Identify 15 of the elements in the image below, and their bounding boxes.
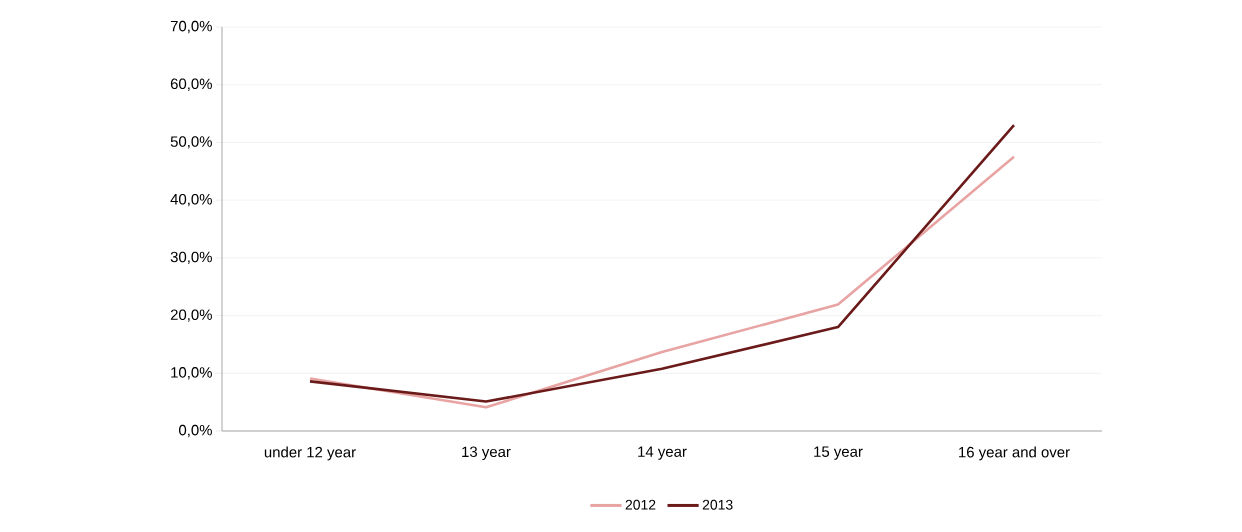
y-tick-label: 60,0% [170,78,212,91]
legend-label: 2013 [702,499,733,510]
y-tick-label: 50,0% [170,136,212,149]
y-tick-label: 70,0% [170,20,212,34]
x-tick-label: 13 year [462,446,511,460]
x-tick-label: 15 year [814,446,863,460]
y-tick-label: 10,0% [171,367,212,380]
legend-label: 2012 [625,499,656,510]
x-tick-label: 16 year and over [959,446,1070,461]
y-tick-label: 40,0% [170,193,212,207]
y-tick-label: 0,0% [179,424,212,438]
y-tick-label: 30,0% [170,251,212,265]
y-tick-label: 20,0% [170,309,212,322]
x-tick-label: 14 year [638,446,687,460]
x-tick-label: under 12 year [264,446,356,461]
